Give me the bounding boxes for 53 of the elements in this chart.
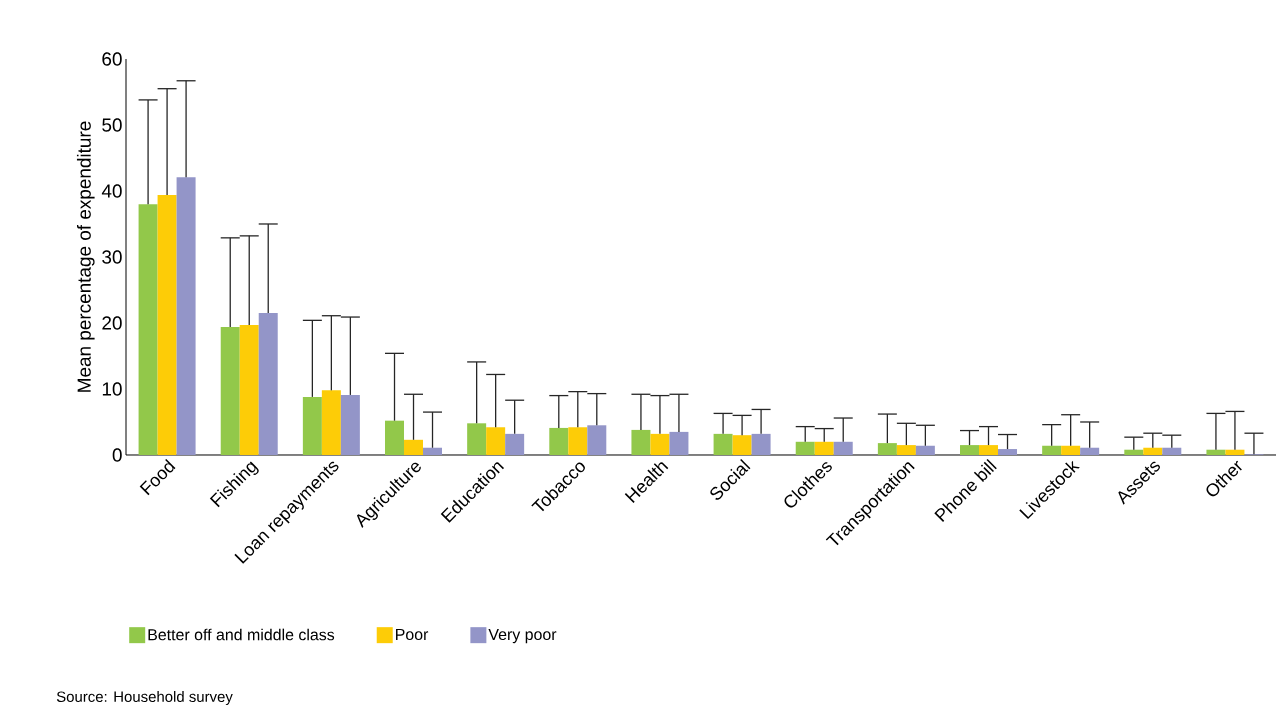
legend-label: Very poor: [488, 628, 557, 644]
bar: [239, 324, 259, 455]
y-tick-label: 30: [102, 250, 122, 264]
legend-label: Better off and middle class: [148, 628, 335, 641]
bar: [549, 427, 569, 455]
bar: [505, 433, 525, 455]
source-note: Source: Household survey: [56, 691, 233, 705]
bar: [960, 445, 980, 455]
bar: [814, 441, 834, 455]
y-tick-label: 0: [112, 448, 122, 462]
y-tick-label: 40: [101, 184, 122, 198]
bar: [751, 433, 771, 455]
bar: [340, 394, 360, 455]
y-tick-label: 20: [102, 316, 122, 330]
bar: [467, 423, 487, 455]
bar: [1162, 447, 1182, 455]
y-tick-label: 60: [102, 52, 122, 66]
bar: [998, 449, 1018, 455]
bar: [404, 439, 424, 455]
bar: [1124, 449, 1144, 455]
bar: [1042, 445, 1062, 455]
bar: [713, 433, 733, 455]
bar: [795, 441, 815, 455]
bar: [669, 431, 689, 455]
legend-label: Poor: [396, 628, 429, 641]
bar: [321, 390, 341, 455]
bar: [138, 204, 158, 455]
bar: [650, 433, 670, 455]
bar: [587, 425, 607, 455]
bar: [302, 396, 322, 455]
bar: [1061, 445, 1081, 455]
bar: [157, 194, 177, 455]
bar: [1080, 447, 1100, 455]
bar: [915, 445, 935, 455]
bar: [979, 445, 999, 455]
y-tick-label: 10: [102, 382, 122, 396]
bar: [423, 447, 443, 455]
bar: [220, 326, 240, 455]
y-axis-title: Mean percentage of expenditure: [76, 121, 95, 392]
bar: [631, 429, 651, 455]
bar: [486, 427, 506, 455]
bar: [568, 427, 588, 455]
bar: [385, 420, 405, 455]
bar: [896, 445, 916, 455]
bar: [833, 441, 853, 455]
bar: [732, 435, 752, 455]
bar: [1143, 447, 1163, 455]
bar: [877, 443, 897, 455]
bar: [1225, 449, 1245, 455]
bar: [258, 313, 278, 455]
y-tick-label: 50: [102, 118, 122, 132]
bar: [1206, 449, 1226, 455]
bar: [176, 177, 196, 455]
